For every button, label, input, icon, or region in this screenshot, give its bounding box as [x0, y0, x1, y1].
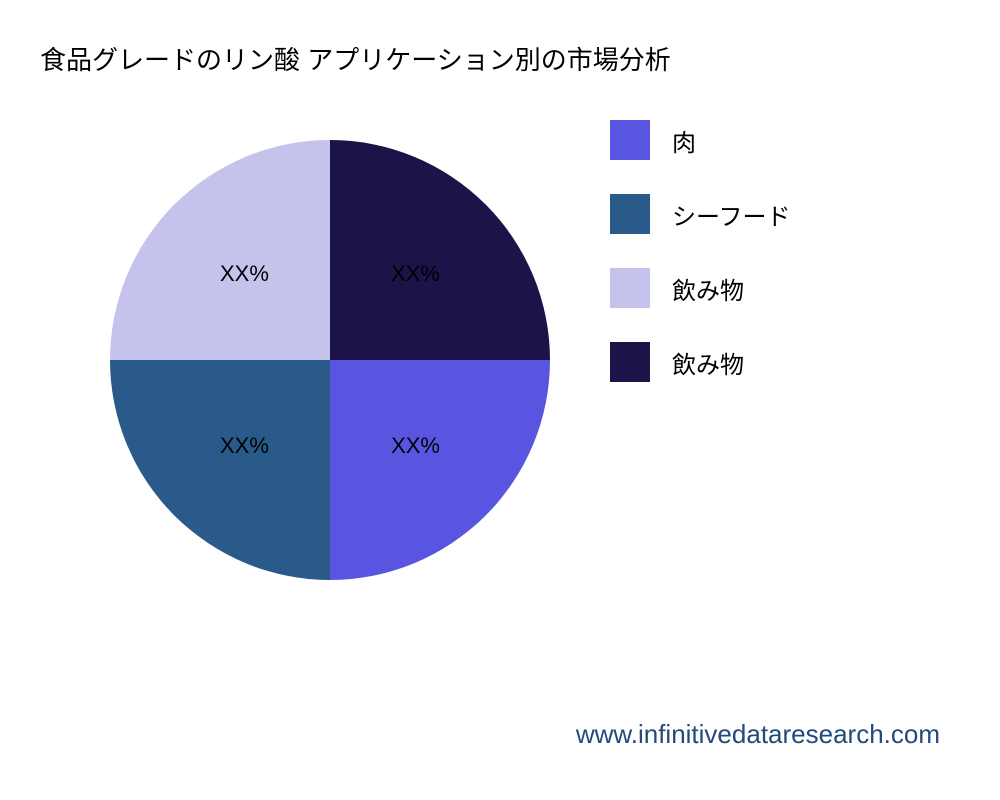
legend-item: 飲み物: [610, 268, 791, 308]
legend-item: シーフード: [610, 194, 791, 234]
legend-swatch: [610, 194, 650, 234]
pie-slice: [110, 140, 330, 360]
footer-url: www.infinitivedataresearch.com: [576, 719, 940, 750]
legend: 肉シーフード飲み物飲み物: [610, 120, 791, 416]
pie-slice: [110, 360, 330, 580]
legend-swatch: [610, 268, 650, 308]
legend-label: 飲み物: [672, 271, 744, 306]
legend-label: 肉: [672, 123, 696, 158]
legend-label: シーフード: [672, 197, 791, 232]
pie-svg: [110, 140, 550, 580]
legend-swatch: [610, 120, 650, 160]
slice-label: XX%: [391, 261, 440, 287]
slice-label: XX%: [391, 433, 440, 459]
pie-slice: [330, 140, 550, 360]
legend-swatch: [610, 342, 650, 382]
pie-chart: XX% XX% XX% XX%: [110, 140, 550, 580]
slice-label: XX%: [220, 433, 269, 459]
legend-item: 飲み物: [610, 342, 791, 382]
pie-slice: [330, 360, 550, 580]
chart-title: 食品グレードのリン酸 アプリケーション別の市場分析: [40, 40, 671, 77]
slice-label: XX%: [220, 261, 269, 287]
legend-label: 飲み物: [672, 345, 744, 380]
legend-item: 肉: [610, 120, 791, 160]
